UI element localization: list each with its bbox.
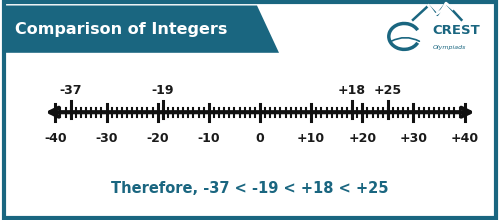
Text: -19: -19 xyxy=(152,84,174,97)
Text: +25: +25 xyxy=(374,84,402,97)
Text: +20: +20 xyxy=(348,132,376,145)
Text: -10: -10 xyxy=(198,132,220,145)
Text: +10: +10 xyxy=(297,132,325,145)
Text: Therefore, -37 < -19 < +18 < +25: Therefore, -37 < -19 < +18 < +25 xyxy=(111,181,389,196)
Text: -30: -30 xyxy=(96,132,118,145)
Text: +18: +18 xyxy=(338,84,366,97)
Text: Olympiads: Olympiads xyxy=(433,45,466,50)
Text: CREST: CREST xyxy=(433,24,480,37)
Text: -40: -40 xyxy=(44,132,66,145)
Text: Comparison of Integers: Comparison of Integers xyxy=(15,22,228,37)
Text: +30: +30 xyxy=(400,132,427,145)
Polygon shape xyxy=(4,6,279,53)
Text: -37: -37 xyxy=(60,84,82,97)
Text: +40: +40 xyxy=(450,132,478,145)
Text: -20: -20 xyxy=(146,132,169,145)
Text: 0: 0 xyxy=(256,132,264,145)
